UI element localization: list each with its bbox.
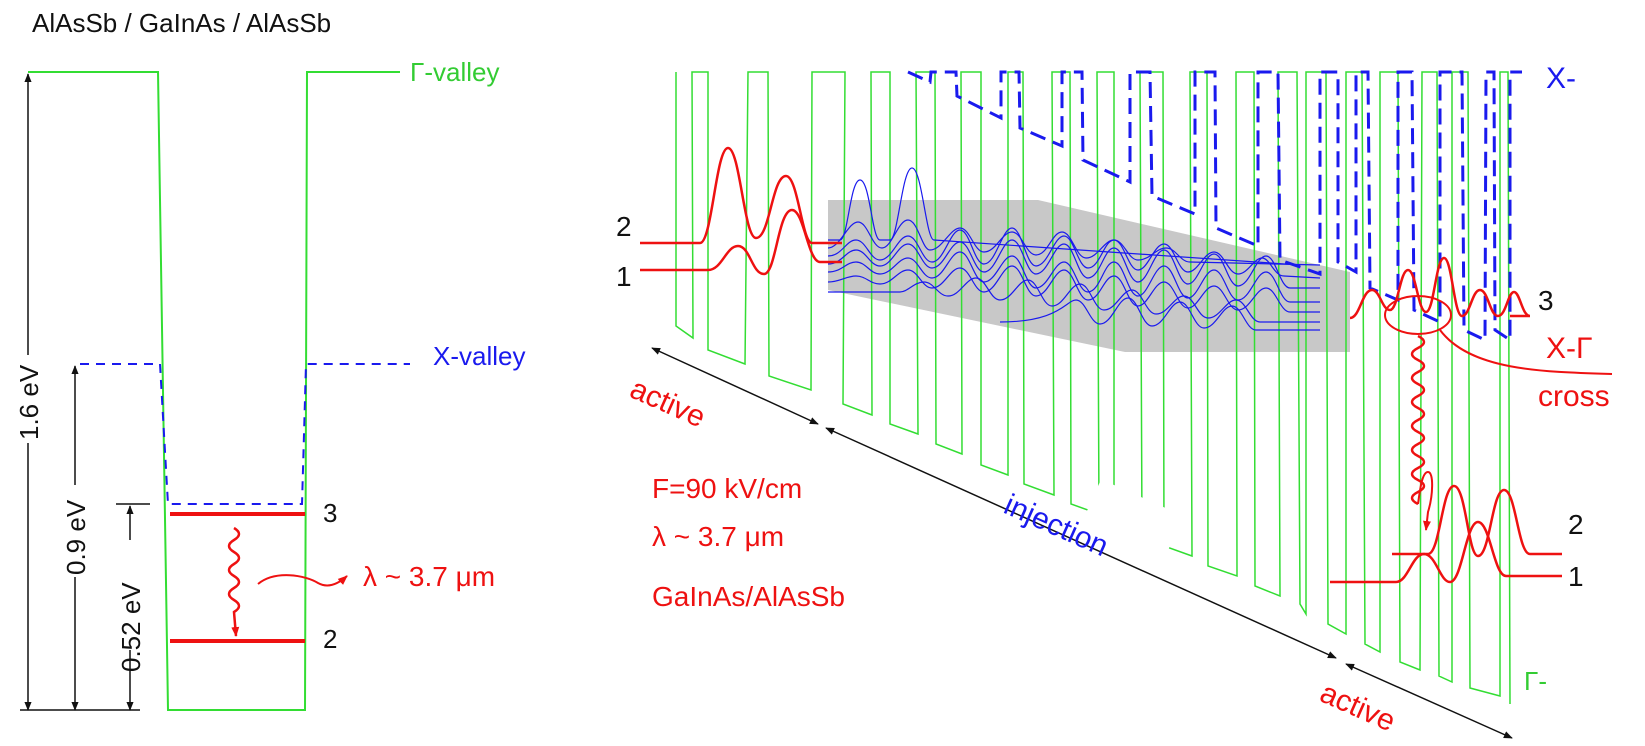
left-state-1-wavefunction (640, 208, 842, 276)
injector-wavefunctions (827, 167, 1321, 331)
injection-arrow (825, 427, 1337, 659)
wavelength-pointer-arrow (257, 574, 348, 587)
cross-label: cross (1538, 380, 1610, 413)
x-valley-profile (80, 363, 410, 505)
dim-label-1-6ev: 1.6 eV (14, 364, 44, 440)
field-label: F=90 kV/cm (652, 473, 802, 504)
emission-wavy-arrow (227, 526, 241, 637)
transition-wavy-arrow (1410, 334, 1426, 506)
left-state-2-wavefunction (640, 146, 842, 245)
x-gamma-cross-pointer (1439, 329, 1613, 375)
right-state-2-wavefunction (1392, 484, 1562, 558)
gamma-valley-label-right: Γ- (1524, 666, 1547, 696)
active-left-label: active (625, 372, 710, 434)
active-left-arrow (651, 347, 819, 425)
dim-label-0-9ev: 0.9 eV (61, 499, 91, 575)
x-superlattice-profile (907, 70, 1522, 343)
right-state-1-wavefunction (1330, 520, 1562, 584)
material-label: GaInAs/AlAsSb (652, 581, 845, 612)
x-valley-label-right: X- (1546, 62, 1576, 95)
dim-label-0-52ev: 0.52 eV (116, 582, 146, 672)
right-state-2-label: 2 (1568, 509, 1584, 540)
left-state-2-label: 2 (616, 211, 632, 242)
active-right-label: active (1315, 676, 1400, 738)
left-state-1-label: 1 (616, 261, 632, 292)
injector-shade (828, 200, 1350, 352)
right-state-3-wavefunction (1349, 256, 1531, 320)
x-gamma-cross-circle (1384, 295, 1452, 335)
level-3-label: 3 (323, 498, 337, 528)
wavelength-label-right: λ ~ 3.7 μm (652, 521, 784, 552)
transition-hook-arrow (1417, 470, 1434, 531)
active-right-arrow (1345, 663, 1513, 739)
wavelength-label-left: λ ~ 3.7 μm (363, 561, 495, 592)
gamma-valley-label: Γ-valley (410, 57, 499, 87)
level-2-label: 2 (323, 624, 337, 654)
figure-title: AlAsSb / GaInAs / AlAsSb (32, 8, 331, 38)
gamma-superlattice-profile (675, 71, 1511, 705)
x-valley-label: X-valley (433, 341, 525, 371)
gamma-valley-profile (28, 71, 400, 711)
x-gamma-label: X-Γ (1546, 332, 1593, 365)
right-state-1-label: 1 (1568, 561, 1584, 592)
right-state-3-label: 3 (1538, 285, 1554, 316)
